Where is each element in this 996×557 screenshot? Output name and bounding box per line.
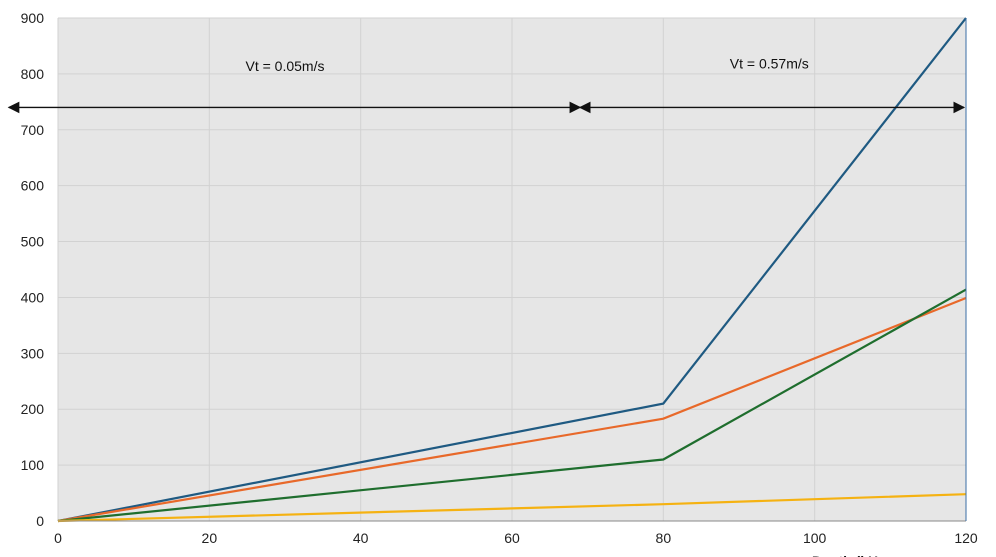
annotation-label-2: Vt = 0.57m/s	[730, 55, 809, 71]
x-tick-label: 20	[202, 530, 218, 546]
axes: 0 100 200 300 400 500 600 700 800 900 0 20 40 60 80 100…	[21, 10, 978, 557]
y-tick-label: 800	[21, 66, 45, 82]
x-tick-label: 120	[954, 530, 978, 546]
x-axis-title: Depth (kHz	[812, 553, 885, 557]
x-tick-label: 40	[353, 530, 369, 546]
series-lines	[57, 17, 967, 523]
y-tick-label: 100	[21, 457, 45, 473]
annotations: Vt = 0.05m/s Vt = 0.57m/s	[7, 55, 966, 114]
gridlines	[57, 17, 967, 522]
y-tick-label: 700	[21, 122, 45, 138]
series-line-4	[57, 493, 967, 523]
y-tick-label: 200	[21, 401, 45, 417]
y-tick-label: 0	[36, 513, 44, 529]
series-line-3	[57, 288, 967, 523]
x-tick-label: 100	[803, 530, 827, 546]
x-tick-label: 60	[504, 530, 520, 546]
y-tick-label: 600	[21, 178, 45, 194]
series-line-2	[57, 296, 967, 523]
y-tick-label: 300	[21, 345, 45, 361]
y-tick-label: 400	[21, 289, 45, 305]
annotation-label-1: Vt = 0.05m/s	[246, 58, 325, 74]
x-tick-label: 80	[656, 530, 672, 546]
y-tick-label: 900	[21, 10, 45, 26]
x-tick-label: 0	[54, 530, 62, 546]
series-line-1	[57, 17, 967, 523]
y-tick-label: 500	[21, 234, 45, 250]
